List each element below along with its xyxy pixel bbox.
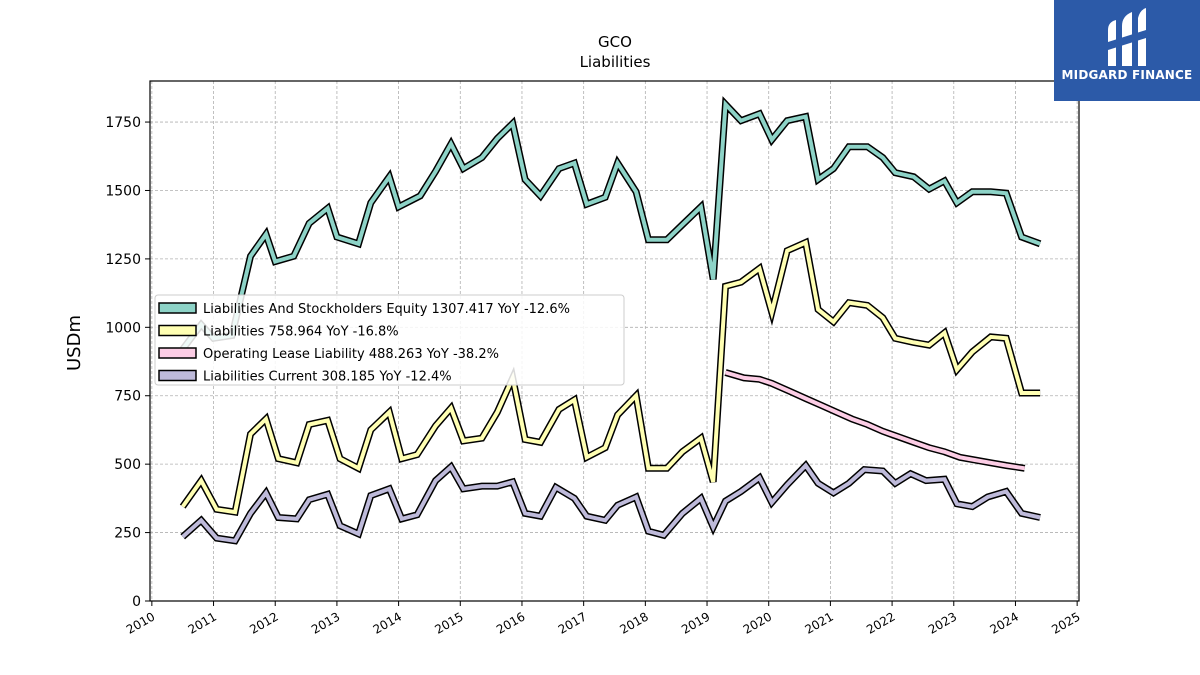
- x-tick-label: 2019: [679, 609, 712, 636]
- x-tick-label: 2022: [864, 609, 897, 636]
- x-tick-label: 2021: [802, 609, 835, 636]
- y-tick-label: 1000: [105, 320, 141, 336]
- logo-mark-icon: [1108, 8, 1146, 66]
- y-tick-label: 500: [114, 457, 141, 473]
- y-axis-label: USDm: [64, 315, 85, 371]
- legend-swatch: [158, 369, 197, 382]
- legend-label: Liabilities Current 308.185 YoY -12.4%: [203, 370, 452, 385]
- legend: Liabilities And Stockholders Equity 1307…: [154, 294, 625, 386]
- legend-swatch: [158, 324, 197, 337]
- legend-swatch: [158, 347, 197, 359]
- brand-name: MIDGARD FINANCE: [1061, 68, 1193, 82]
- x-tick-label: 2010: [124, 609, 157, 636]
- x-tick-label: 2011: [186, 609, 219, 636]
- series-3: [180, 460, 1041, 545]
- y-tick-label: 0: [132, 594, 141, 610]
- series-outline: [180, 460, 1041, 545]
- y-tick-label: 1500: [105, 183, 141, 199]
- x-tick-label: 2013: [309, 609, 342, 636]
- series-line: [724, 370, 1025, 471]
- series-outline: [724, 369, 1026, 472]
- x-tick-label: 2024: [988, 609, 1021, 636]
- series-1: [179, 237, 1041, 517]
- series-line: [181, 462, 1041, 543]
- plot-frame: [149, 80, 1080, 602]
- y-tick-label: 250: [114, 526, 141, 542]
- x-tick-label: 2018: [617, 609, 650, 636]
- midgard-finance-logo: MIDGARD FINANCE: [1054, 0, 1200, 101]
- y-tick-label: 750: [114, 389, 141, 405]
- x-tick-label: 2012: [247, 609, 280, 636]
- y-tick-label: 1750: [105, 115, 141, 131]
- series-layer: [179, 96, 1042, 545]
- x-tick-label: 2016: [494, 609, 527, 636]
- legend-label: Liabilities 758.964 YoY -16.8%: [203, 325, 399, 340]
- x-tick-label: 2023: [926, 609, 959, 636]
- x-tick-label: 2014: [371, 609, 404, 636]
- x-tick-label: 2020: [741, 609, 774, 636]
- series-2: [724, 369, 1026, 472]
- series-line: [181, 239, 1041, 515]
- x-tick-label: 2025: [1049, 609, 1082, 636]
- legend-swatch: [158, 302, 197, 314]
- x-tick-label: 2015: [432, 609, 465, 636]
- y-tick-label: 1250: [105, 252, 141, 268]
- x-tick-label: 2017: [556, 609, 589, 636]
- chart-subtitle: Liabilities: [580, 53, 651, 71]
- chart-title: GCO: [598, 33, 632, 51]
- legend-label: Liabilities And Stockholders Equity 1307…: [203, 302, 570, 317]
- legend-box: [154, 294, 625, 386]
- legend-label: Operating Lease Liability 488.263 YoY -3…: [203, 347, 499, 362]
- series-0: [179, 96, 1042, 352]
- series-line: [181, 99, 1041, 351]
